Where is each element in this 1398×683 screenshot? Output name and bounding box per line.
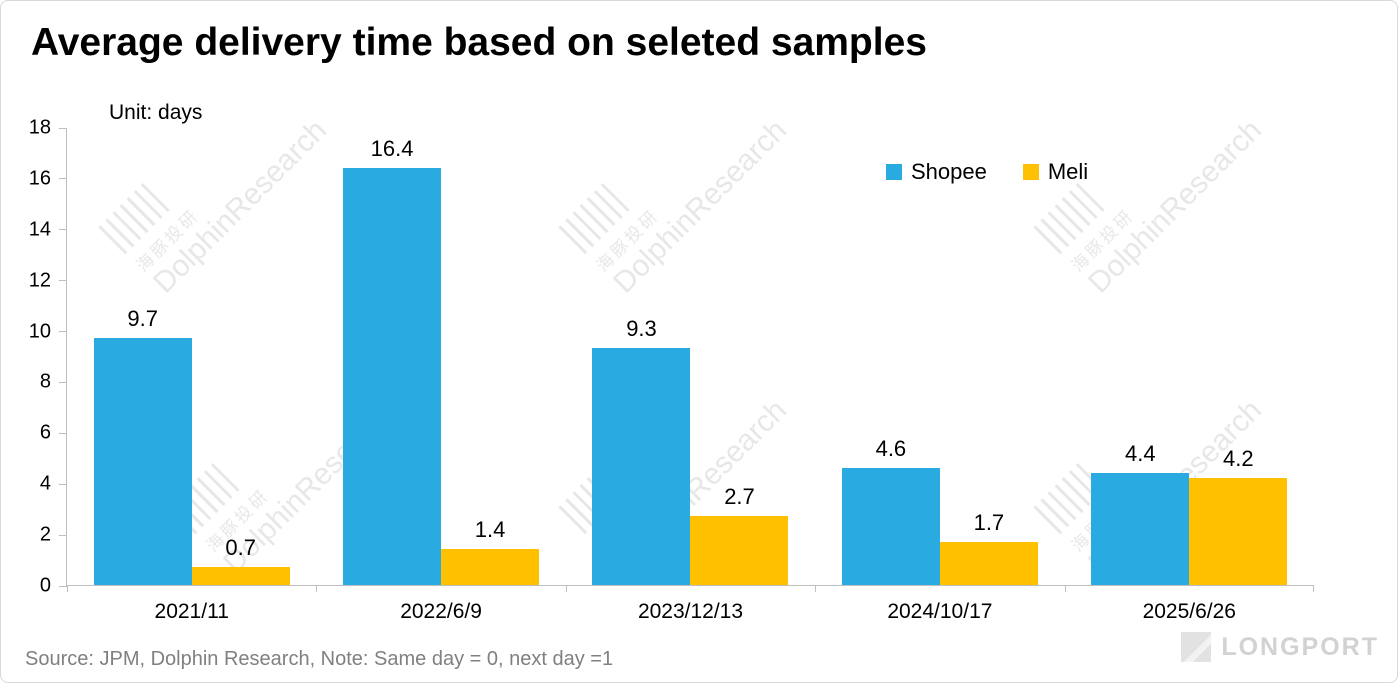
bar-meli-2021/11: 0.7 [191,535,290,585]
bar-value-label: 1.4 [474,517,506,543]
bar-group-2025/6/26: 4.4 4.2 [1065,128,1314,585]
longport-logo-icon [1181,632,1212,662]
legend-label: Meli [1047,159,1089,184]
bar-value-label: 16.4 [370,135,414,161]
longport-logo-text: LONGPORT [1221,632,1379,661]
legend-swatch [886,164,902,180]
y-tick-mark [59,280,67,282]
x-axis-label: 2024/10/17 [887,600,993,623]
y-axis-label: 0 [39,574,51,597]
x-axis-label: 2021/11 [154,600,229,623]
legend-label: Shopee [911,159,987,184]
bar-group-2021/11: 9.7 0.7 [67,128,316,585]
x-axis-label: 2022/6/9 [400,600,482,623]
bar-shopee-2021/11: 9.7 [93,306,192,585]
bar-value-label: 4.2 [1222,446,1254,472]
x-axis-label: 2023/12/13 [637,600,744,623]
bar-meli-2025/6/26: 4.2 [1189,446,1288,585]
bar-meli-2022/6/9: 1.4 [441,517,540,585]
x-tick-mark [67,585,68,592]
bar-value-label: 0.7 [225,535,256,561]
y-tick-mark [59,178,67,180]
unit-label: Unit: days [109,101,203,124]
legend-swatch [1022,164,1039,180]
source-note: Source: JPM, Dolphin Research, Note: Sam… [25,648,614,670]
y-tick-mark [59,432,67,434]
bar-value-label: 9.3 [626,316,657,342]
bar-group-2022/6/9: 16.4 1.4 [316,128,565,585]
bar-value-label: 4.6 [875,435,907,461]
y-tick-mark [59,127,67,129]
y-tick-mark [59,331,67,333]
x-tick-mark [1313,585,1314,592]
x-axis-label: 2025/6/26 [1142,600,1236,623]
longport-logo: LONGPORT [1181,632,1379,662]
bar-shopee-2022/6/9: 16.4 [343,136,442,585]
x-tick-mark [565,585,567,592]
bar-meli-2024/10/17: 1.7 [939,510,1038,585]
y-tick-mark [59,483,67,485]
bar-value-label: 4.4 [1124,441,1156,467]
y-axis-label: 6 [39,421,51,444]
legend: Shopee Meli [886,159,1088,185]
legend-item-shopee: Shopee [886,159,987,185]
plot-area: 0 2 4 6 8 10 12 14 16 18 9.7 0.7 2021/11 16.4 1.4 2022/… [29,117,1314,623]
y-tick-mark [59,229,67,231]
y-axis-label: 14 [28,218,51,241]
bar-shopee-2024/10/17: 4.6 [841,436,940,585]
y-axis-label: 4 [39,472,51,495]
x-tick-mark [316,585,318,592]
x-tick-mark [815,585,817,592]
bar-value-label: 1.7 [973,509,1005,535]
y-axis-label: 2 [39,523,51,546]
chart-title: Average delivery time based on seleted s… [31,21,927,64]
y-axis-label: 12 [28,269,51,292]
bar-group-2024/10/17: 4.6 1.7 [815,128,1064,585]
y-axis-label: 10 [28,320,51,343]
bar-shopee-2023/12/13: 9.3 [592,316,691,585]
y-axis-label: 8 [39,370,51,393]
bar-value-label: 9.7 [127,306,158,332]
x-tick-mark [1064,585,1066,592]
y-axis-label: 18 [28,116,51,139]
y-tick-mark [59,381,67,383]
bar-value-label: 2.7 [724,484,755,510]
bar-group-2023/12/13: 9.3 2.7 [566,128,815,585]
y-axis-label: 16 [28,167,51,190]
bar-shopee-2025/6/26: 4.4 [1091,441,1190,585]
y-tick-mark [59,534,67,536]
legend-item-meli: Meli [1022,159,1089,185]
bar-meli-2023/12/13: 2.7 [690,484,789,585]
y-tick-mark [59,585,67,587]
